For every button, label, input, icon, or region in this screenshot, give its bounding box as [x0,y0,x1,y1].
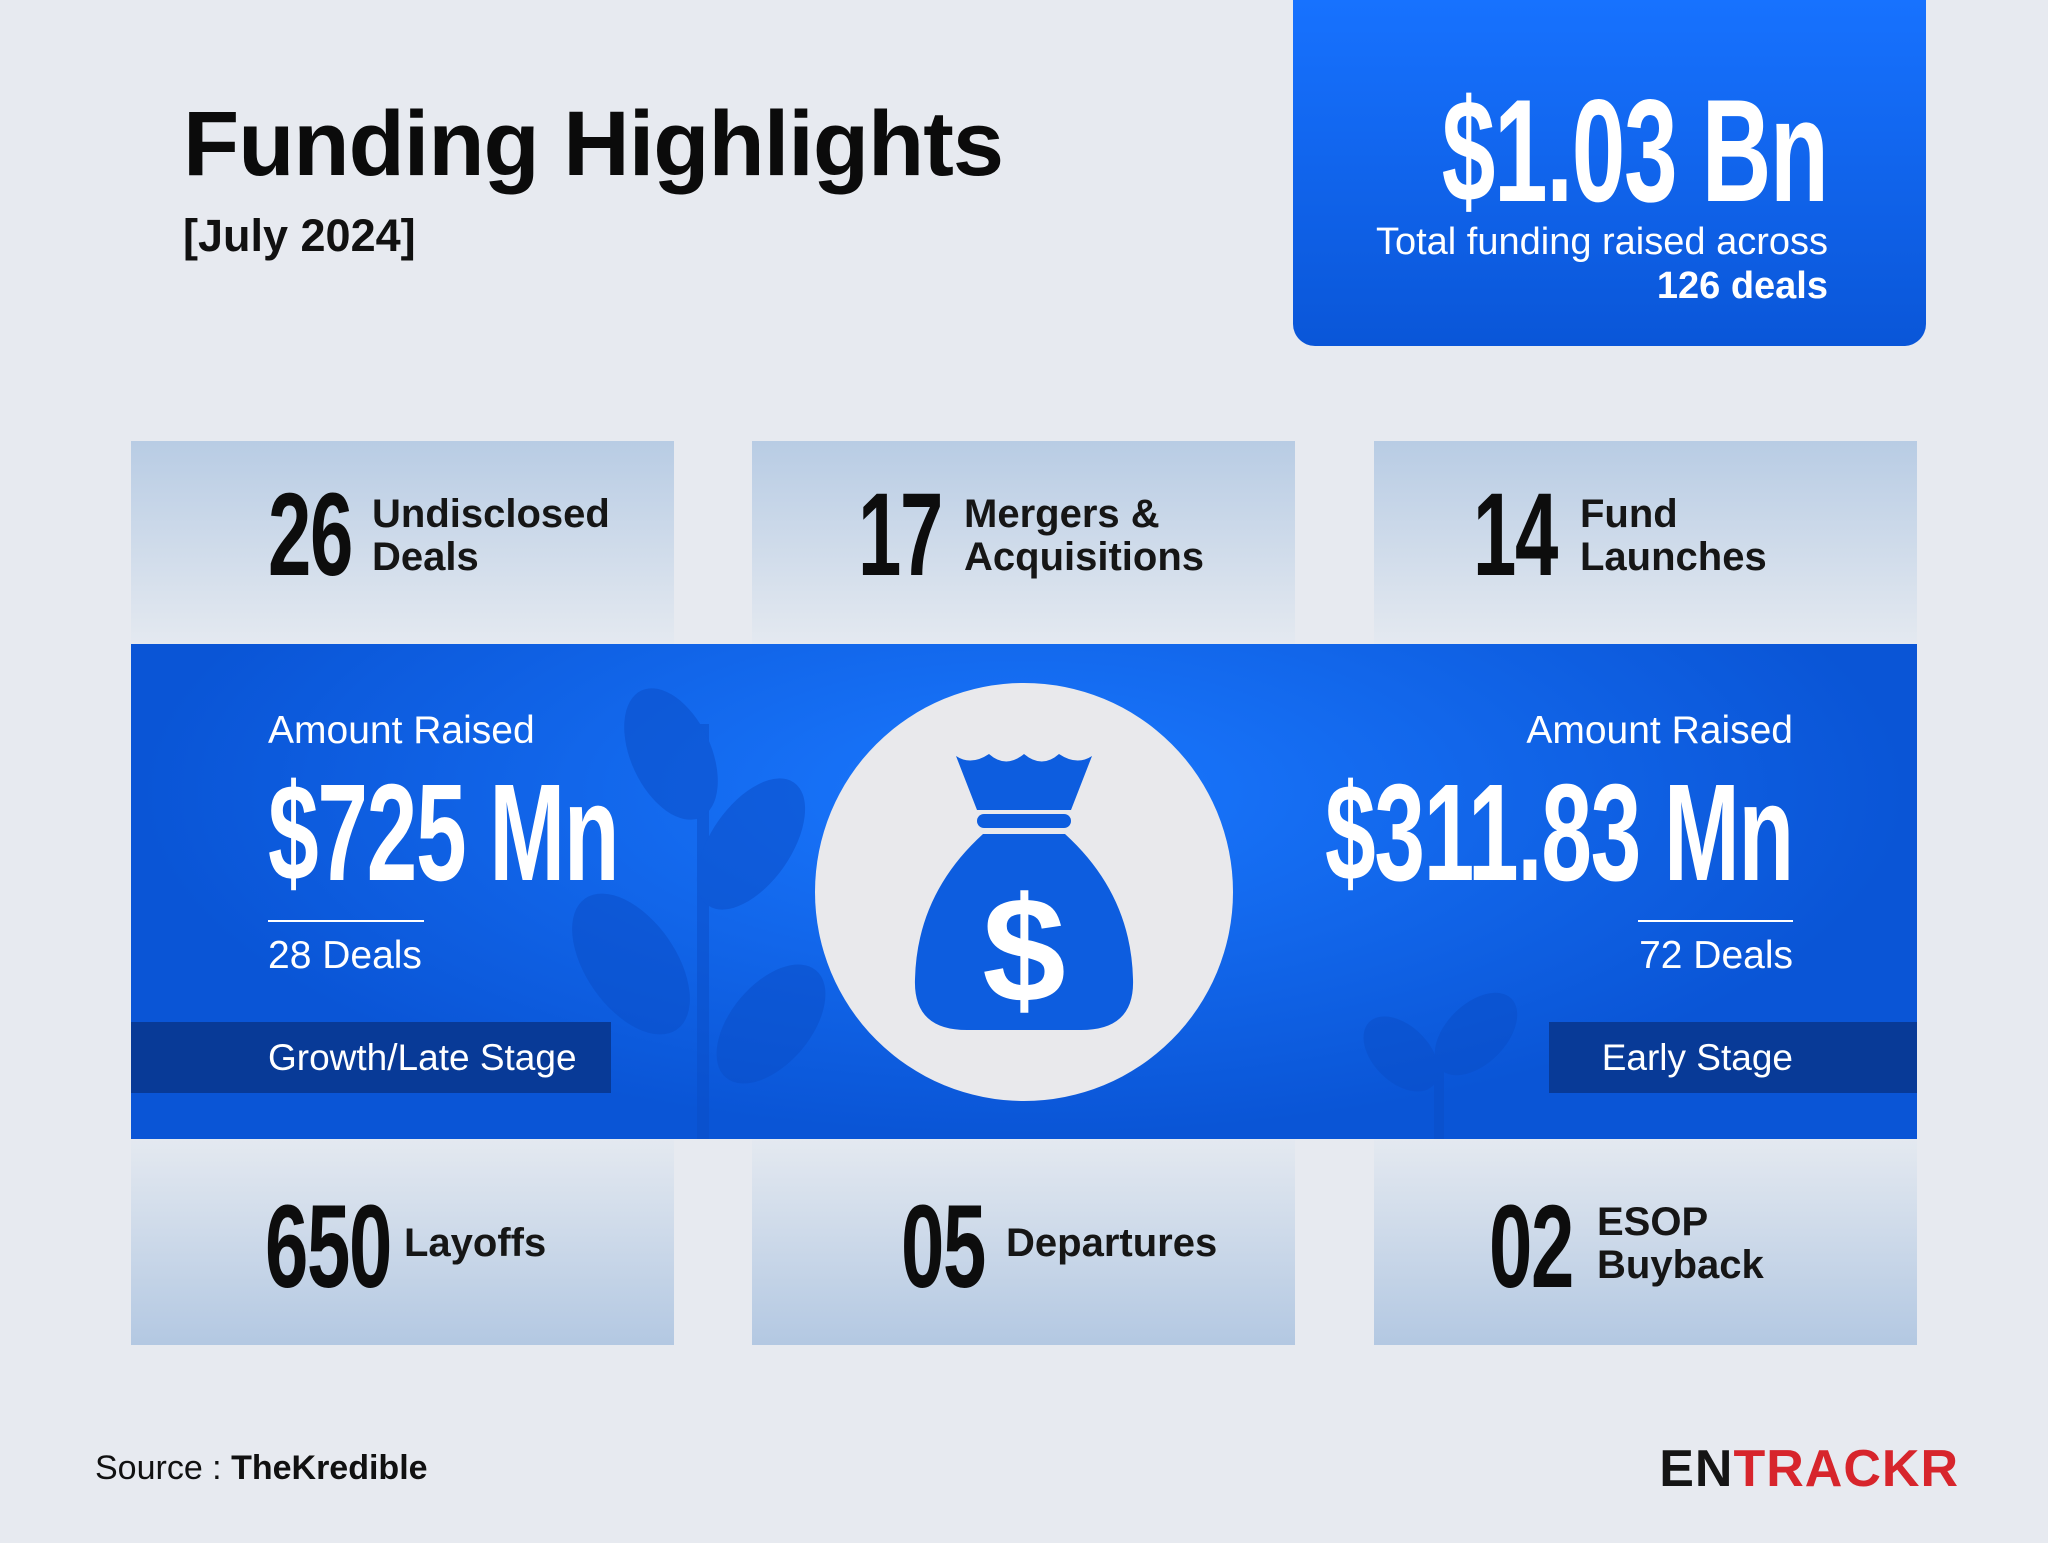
stat-label: Buyback [1597,1243,1764,1287]
stat-label: Mergers & [964,492,1160,536]
stage-band: $ [131,644,1917,1139]
total-box [1293,0,1926,346]
title: Funding Highlights [183,93,1004,195]
stage-amount: $725 Mn [268,756,620,910]
stat-number: 26 [268,469,353,601]
stat-label: Deals [372,535,479,579]
stat-label: Launches [1580,535,1767,579]
stat-number: 02 [1489,1181,1574,1313]
stat-card [131,441,674,644]
stage-deals: 28 Deals [268,934,422,977]
source-name: TheKredible [231,1449,428,1487]
source-label: Source : [95,1449,222,1487]
stat-number: 14 [1473,469,1558,601]
stat-card [1374,441,1917,644]
brand-dark: EN [1659,1440,1734,1498]
brand-red: TRACKR [1733,1440,1959,1498]
stat-label: Acquisitions [964,535,1205,579]
dollar-sign: $ [982,866,1065,1034]
stage-label: Early Stage [1601,1037,1793,1078]
plant [572,688,1518,1139]
total-deals: 126 deals [1656,265,1828,307]
stage-label: Growth/Late Stage [268,1037,577,1078]
stat-label: ESOP [1597,1200,1709,1244]
stage-bar [1549,1022,1917,1093]
brand: ENTRACKR [1659,1443,1959,1495]
total-caption: Total funding raised across [1375,221,1828,263]
stat-card [752,441,1295,644]
stat-card [1374,1139,1917,1345]
stage-deals: 72 Deals [1639,934,1793,977]
stat-number: 17 [858,469,943,601]
period: [July 2024] [183,210,416,261]
stat-number: 650 [265,1181,392,1313]
decoration: $ [131,683,1917,1139]
stat-label: Undisclosed [372,492,610,536]
stage-heading: Amount Raised [268,709,535,752]
stat-card [131,1139,674,1345]
stage-heading: Amount Raised [1526,709,1793,752]
money-bag-icon [914,754,1134,1030]
total-amount: $1.03 Bn [1442,69,1829,232]
stat-number: 05 [901,1181,986,1313]
stat-label: Departures [1006,1221,1218,1265]
stat-label: Layoffs [404,1221,547,1265]
stage-bar [131,1022,611,1093]
stat-card [752,1139,1295,1345]
stage-amount: $311.83 Mn [1325,756,1794,910]
stat-label: Fund [1580,492,1678,536]
source: Source : TheKredible [95,1451,428,1485]
